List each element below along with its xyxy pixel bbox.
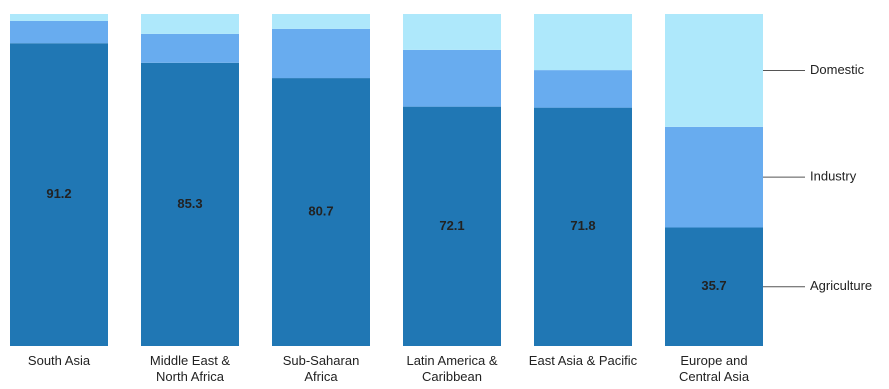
value-label: 85.3 [177,196,202,211]
bar-segment [10,43,108,346]
bar-segment [272,14,370,29]
value-label: 80.7 [308,203,333,218]
bar-segment [141,33,239,63]
bar-segment [272,28,370,79]
legend-label: Industry [810,169,857,184]
x-tick-label: Middle East & North Africa [149,353,231,384]
value-label: 35.7 [701,278,726,293]
value-label: 71.8 [570,218,595,233]
bar-segment [403,49,501,107]
bar-segment [10,14,108,21]
x-tick-label: East Asia & Pacific [528,353,638,368]
bar-segment [534,14,632,71]
x-tick-label: Latin America & Caribbean [406,353,498,384]
bar-segment [403,14,501,50]
bar-segment [141,62,239,346]
bar-segment [534,107,632,347]
bar-segment [141,14,239,34]
bar-segment [272,78,370,347]
x-tick-label: Europe and Central Asia [678,353,750,384]
legend-label: Domestic [810,62,865,77]
legend-label: Agriculture [810,278,872,293]
bar-segment [665,227,763,346]
bar-segment [665,14,763,127]
bar-segment [10,20,108,44]
value-label: 72.1 [439,218,464,233]
bar-segment [534,70,632,108]
x-tick-label: Sub-Saharan Africa [282,353,360,384]
bar-segment [403,106,501,347]
value-label: 91.2 [46,186,71,201]
bar-segment [665,126,763,228]
x-tick-label: South Asia [27,353,91,368]
